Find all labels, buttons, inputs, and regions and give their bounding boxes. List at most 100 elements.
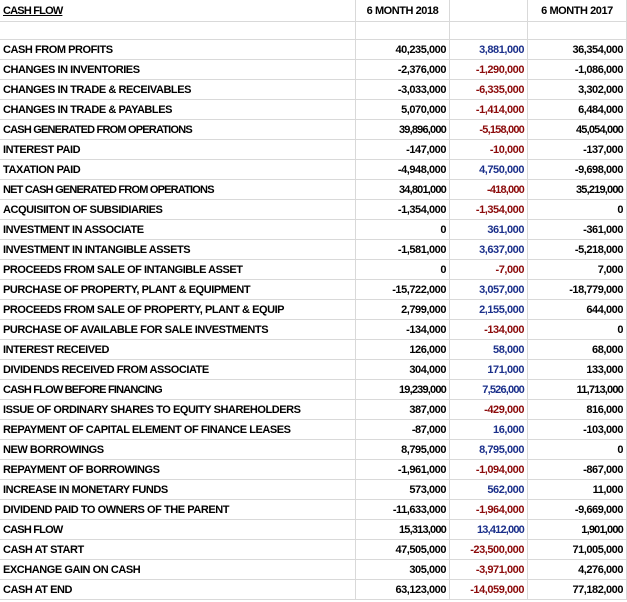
value-cell: 45,054,000 <box>528 120 627 140</box>
value-cell: -23,500,000 <box>450 540 528 560</box>
value-cell: -10,000 <box>450 140 528 160</box>
row-label: PROCEEDS FROM SALE OF INTANGIBLE ASSET <box>0 260 356 280</box>
value-cell: -418,000 <box>450 180 528 200</box>
row-label: DIVIDENDS RECEIVED FROM ASSOCIATE <box>0 360 356 380</box>
value-cell: 8,795,000 <box>450 440 528 460</box>
value-cell: -103,000 <box>528 420 627 440</box>
row-label: CASH GENERATED FROM OPERATIONS <box>0 120 356 140</box>
value-cell: 4,750,000 <box>450 160 528 180</box>
row-label: PROCEEDS FROM SALE OF PROPERTY, PLANT & … <box>0 300 356 320</box>
row-label: CASH AT END <box>0 580 356 600</box>
value-cell: 47,505,000 <box>356 540 450 560</box>
value-cell: 644,000 <box>528 300 627 320</box>
row-label: INTEREST PAID <box>0 140 356 160</box>
value-cell: 68,000 <box>528 340 627 360</box>
value-cell: 133,000 <box>528 360 627 380</box>
row-label: TAXATION PAID <box>0 160 356 180</box>
row-label: NET CASH GENERATED FROM OPERATIONS <box>0 180 356 200</box>
value-cell: -6,335,000 <box>450 80 528 100</box>
value-cell: 6,484,000 <box>528 100 627 120</box>
empty-cell <box>0 22 356 40</box>
value-cell: 304,000 <box>356 360 450 380</box>
value-cell: 5,070,000 <box>356 100 450 120</box>
value-cell: -18,779,000 <box>528 280 627 300</box>
value-cell: 7,526,000 <box>450 380 528 400</box>
value-cell: -1,414,000 <box>450 100 528 120</box>
empty-cell <box>528 22 627 40</box>
column-header: 6 MONTH 2017 <box>528 0 627 22</box>
row-label: INTEREST RECEIVED <box>0 340 356 360</box>
row-label: CHANGES IN TRADE & PAYABLES <box>0 100 356 120</box>
value-cell: 36,354,000 <box>528 40 627 60</box>
row-label: CASH FROM PROFITS <box>0 40 356 60</box>
row-label: CASH FLOW BEFORE FINANCING <box>0 380 356 400</box>
value-cell: 1,901,000 <box>528 520 627 540</box>
value-cell: 7,000 <box>528 260 627 280</box>
value-cell: 11,713,000 <box>528 380 627 400</box>
value-cell: -4,948,000 <box>356 160 450 180</box>
value-cell: 305,000 <box>356 560 450 580</box>
value-cell: 126,000 <box>356 340 450 360</box>
value-cell: -9,669,000 <box>528 500 627 520</box>
row-label: PURCHASE OF PROPERTY, PLANT & EQUIPMENT <box>0 280 356 300</box>
value-cell: -1,086,000 <box>528 60 627 80</box>
value-cell: -1,290,000 <box>450 60 528 80</box>
row-label: CHANGES IN TRADE & RECEIVABLES <box>0 80 356 100</box>
value-cell: -3,971,000 <box>450 560 528 580</box>
value-cell: 3,881,000 <box>450 40 528 60</box>
value-cell: 15,313,000 <box>356 520 450 540</box>
value-cell: 35,219,000 <box>528 180 627 200</box>
row-label: CASH FLOW <box>0 520 356 540</box>
row-label: DIVIDEND PAID TO OWNERS OF THE PARENT <box>0 500 356 520</box>
sheet-title: CASH FLOW <box>0 0 356 22</box>
value-cell: 58,000 <box>450 340 528 360</box>
value-cell: 63,123,000 <box>356 580 450 600</box>
value-cell: 40,235,000 <box>356 40 450 60</box>
empty-cell <box>450 22 528 40</box>
value-cell: 77,182,000 <box>528 580 627 600</box>
value-cell: -14,059,000 <box>450 580 528 600</box>
row-label: INVESTMENT IN INTANGIBLE ASSETS <box>0 240 356 260</box>
value-cell: 361,000 <box>450 220 528 240</box>
value-cell: 11,000 <box>528 480 627 500</box>
row-label: REPAYMENT OF CAPITAL ELEMENT OF FINANCE … <box>0 420 356 440</box>
value-cell: -1,964,000 <box>450 500 528 520</box>
value-cell: 0 <box>356 260 450 280</box>
empty-cell <box>450 0 528 22</box>
row-label: NEW BORROWINGS <box>0 440 356 460</box>
value-cell: 0 <box>356 220 450 240</box>
value-cell: -1,094,000 <box>450 460 528 480</box>
row-label: CHANGES IN INVENTORIES <box>0 60 356 80</box>
value-cell: 3,057,000 <box>450 280 528 300</box>
value-cell: -134,000 <box>356 320 450 340</box>
value-cell: 34,801,000 <box>356 180 450 200</box>
value-cell: -134,000 <box>450 320 528 340</box>
value-cell: 19,239,000 <box>356 380 450 400</box>
value-cell: -1,354,000 <box>450 200 528 220</box>
value-cell: 3,637,000 <box>450 240 528 260</box>
value-cell: -11,633,000 <box>356 500 450 520</box>
column-header: 6 MONTH 2018 <box>356 0 450 22</box>
value-cell: -5,158,000 <box>450 120 528 140</box>
value-cell: -3,033,000 <box>356 80 450 100</box>
empty-cell <box>356 22 450 40</box>
value-cell: -2,376,000 <box>356 60 450 80</box>
row-label: INVESTMENT IN ASSOCIATE <box>0 220 356 240</box>
value-cell: 16,000 <box>450 420 528 440</box>
value-cell: 71,005,000 <box>528 540 627 560</box>
value-cell: -867,000 <box>528 460 627 480</box>
value-cell: 562,000 <box>450 480 528 500</box>
value-cell: -1,354,000 <box>356 200 450 220</box>
value-cell: -87,000 <box>356 420 450 440</box>
row-label: PURCHASE OF AVAILABLE FOR SALE INVESTMEN… <box>0 320 356 340</box>
value-cell: -1,581,000 <box>356 240 450 260</box>
row-label: ISSUE OF ORDINARY SHARES TO EQUITY SHARE… <box>0 400 356 420</box>
value-cell: 4,276,000 <box>528 560 627 580</box>
value-cell: 171,000 <box>450 360 528 380</box>
value-cell: 2,799,000 <box>356 300 450 320</box>
value-cell: -15,722,000 <box>356 280 450 300</box>
value-cell: -361,000 <box>528 220 627 240</box>
row-label: REPAYMENT OF BORROWINGS <box>0 460 356 480</box>
value-cell: -147,000 <box>356 140 450 160</box>
